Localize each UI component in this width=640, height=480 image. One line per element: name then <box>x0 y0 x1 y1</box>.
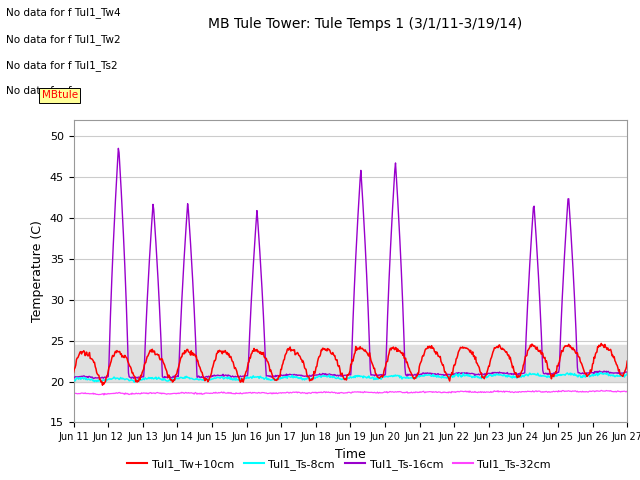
Text: No data for f: No data for f <box>6 86 76 96</box>
Text: No data for f Tul1_Tw4: No data for f Tul1_Tw4 <box>6 7 121 18</box>
Text: MB Tule Tower: Tule Temps 1 (3/1/11-3/19/14): MB Tule Tower: Tule Temps 1 (3/1/11-3/19… <box>207 17 522 31</box>
Bar <box>74 345 627 382</box>
Legend: Tul1_Tw+10cm, Tul1_Ts-8cm, Tul1_Ts-16cm, Tul1_Ts-32cm: Tul1_Tw+10cm, Tul1_Ts-8cm, Tul1_Ts-16cm,… <box>123 455 556 474</box>
X-axis label: Time: Time <box>335 448 366 461</box>
Text: MBtule: MBtule <box>42 90 77 100</box>
Y-axis label: Temperature (C): Temperature (C) <box>31 220 44 322</box>
Text: No data for f Tul1_Ts2: No data for f Tul1_Ts2 <box>6 60 118 71</box>
Text: No data for f Tul1_Tw2: No data for f Tul1_Tw2 <box>6 34 121 45</box>
